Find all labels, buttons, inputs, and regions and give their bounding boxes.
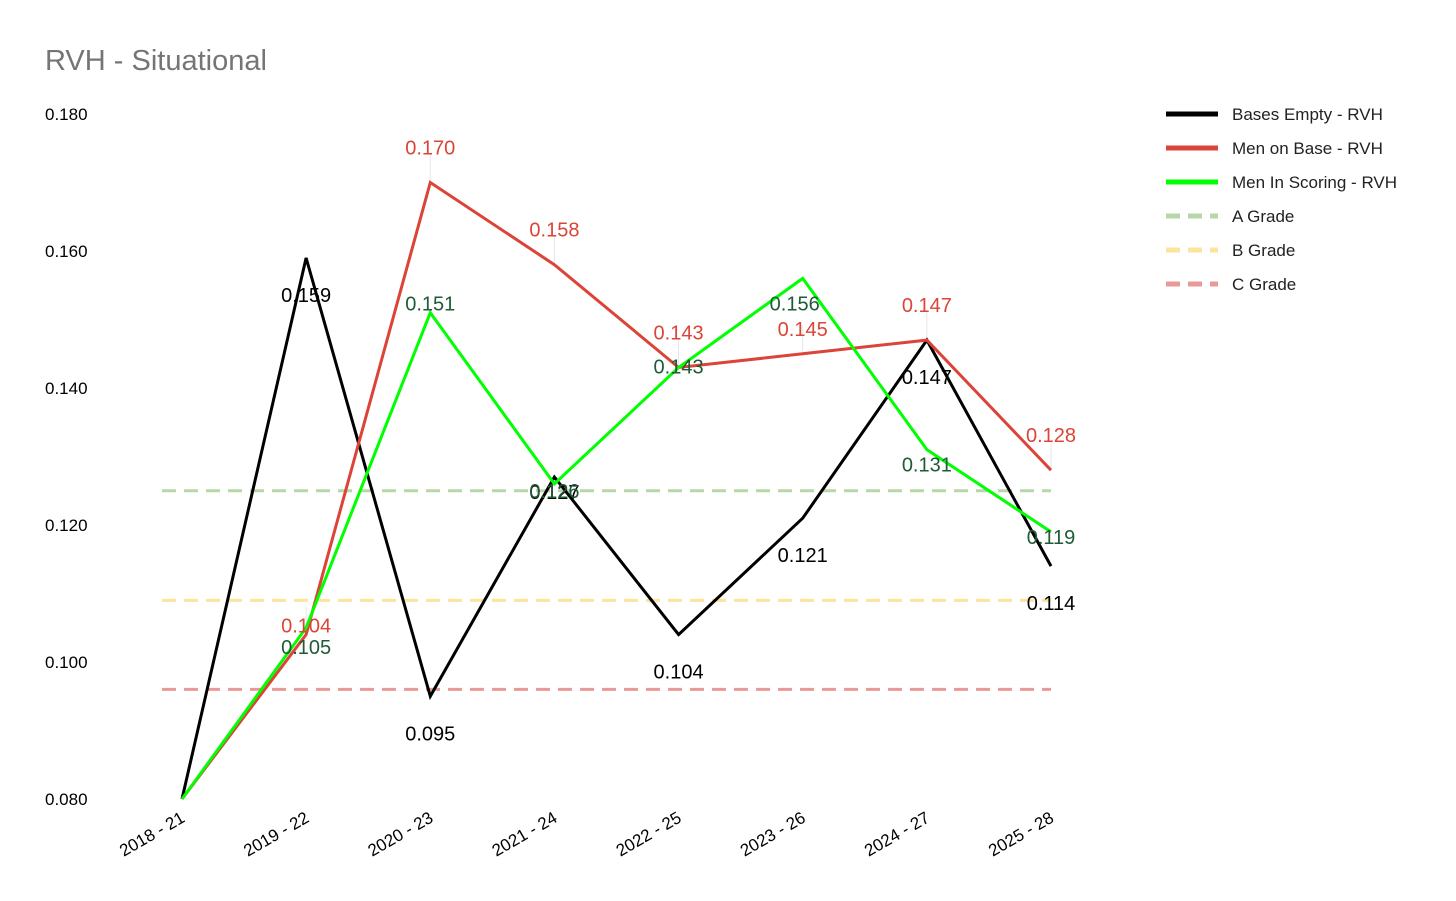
data-label: 0.151 bbox=[405, 294, 455, 316]
x-axis: 2018 - 21 2019 - 22 2020 - 23 2021 - 24 2022… bbox=[116, 808, 1057, 860]
data-label: 0.119 bbox=[1027, 527, 1076, 549]
x-tick-label: 2019 - 22 bbox=[240, 808, 312, 860]
y-tick-label: 0.100 bbox=[45, 653, 88, 672]
data-label: 0.095 bbox=[405, 723, 455, 745]
y-tick-label: 0.080 bbox=[45, 790, 88, 809]
data-labels: 0.159 0.095 0.127 0.104 0.121 0.147 0.114 0.104… bbox=[281, 138, 1076, 746]
data-label: 0.147 bbox=[902, 367, 952, 389]
series-line-men-on-base-rvh bbox=[180, 180, 1053, 800]
x-tick-label: 2021 - 24 bbox=[489, 808, 561, 860]
x-tick-label: 2023 - 26 bbox=[737, 808, 809, 860]
label-leaders bbox=[305, 154, 1052, 633]
reference-lines bbox=[162, 489, 1051, 691]
data-label: 0.143 bbox=[654, 356, 704, 378]
legend-label: A Grade bbox=[1232, 207, 1294, 226]
data-label: 0.131 bbox=[902, 455, 952, 477]
legend-label: Bases Empty - RVH bbox=[1232, 105, 1383, 124]
data-label: 0.159 bbox=[281, 285, 331, 307]
legend-label: Men In Scoring - RVH bbox=[1232, 173, 1397, 192]
data-label: 0.127 bbox=[529, 482, 579, 504]
y-tick-label: 0.140 bbox=[45, 379, 88, 398]
data-label: 0.158 bbox=[529, 220, 579, 242]
x-tick-label: 2020 - 23 bbox=[365, 808, 437, 860]
data-label: 0.114 bbox=[1027, 593, 1076, 615]
legend-item: C Grade bbox=[1166, 275, 1296, 294]
y-axis: 0.080 0.100 0.120 0.140 0.160 0.180 bbox=[45, 105, 88, 809]
legend-item: Bases Empty - RVH bbox=[1166, 105, 1383, 124]
data-label: 0.145 bbox=[778, 319, 828, 341]
data-label: 0.147 bbox=[902, 295, 952, 317]
data-label: 0.128 bbox=[1026, 425, 1076, 447]
series-line-men-in-scoring-rvh bbox=[180, 276, 1052, 800]
y-tick-label: 0.120 bbox=[45, 516, 88, 535]
data-label: 0.105 bbox=[281, 637, 331, 659]
chart-title: RVH - Situational bbox=[45, 45, 267, 77]
data-label: 0.156 bbox=[770, 293, 820, 315]
legend-label: C Grade bbox=[1232, 275, 1296, 294]
legend: Bases Empty - RVH Men on Base - RVH Men In… bbox=[1166, 105, 1397, 294]
series-line-bases-empty-rvh bbox=[180, 257, 1053, 800]
legend-item: Men on Base - RVH bbox=[1166, 139, 1383, 158]
legend-label: Men on Base - RVH bbox=[1232, 139, 1383, 158]
data-label: 0.170 bbox=[405, 138, 455, 160]
legend-item: B Grade bbox=[1166, 241, 1295, 260]
x-tick-label: 2025 - 28 bbox=[985, 808, 1057, 860]
y-tick-label: 0.160 bbox=[45, 242, 88, 261]
data-label: 0.126 bbox=[529, 481, 579, 503]
y-tick-label: 0.180 bbox=[45, 105, 88, 124]
x-tick-label: 2018 - 21 bbox=[116, 808, 188, 860]
data-label: 0.104 bbox=[654, 662, 704, 684]
x-tick-label: 2024 - 27 bbox=[861, 808, 933, 860]
legend-label: B Grade bbox=[1232, 241, 1295, 260]
legend-item: Men In Scoring - RVH bbox=[1166, 173, 1397, 192]
legend-item: A Grade bbox=[1166, 207, 1294, 226]
data-label: 0.143 bbox=[654, 322, 704, 344]
data-label: 0.121 bbox=[778, 545, 828, 567]
data-label: 0.104 bbox=[281, 616, 331, 638]
x-tick-label: 2022 - 25 bbox=[613, 808, 685, 860]
series-lines bbox=[180, 180, 1053, 800]
